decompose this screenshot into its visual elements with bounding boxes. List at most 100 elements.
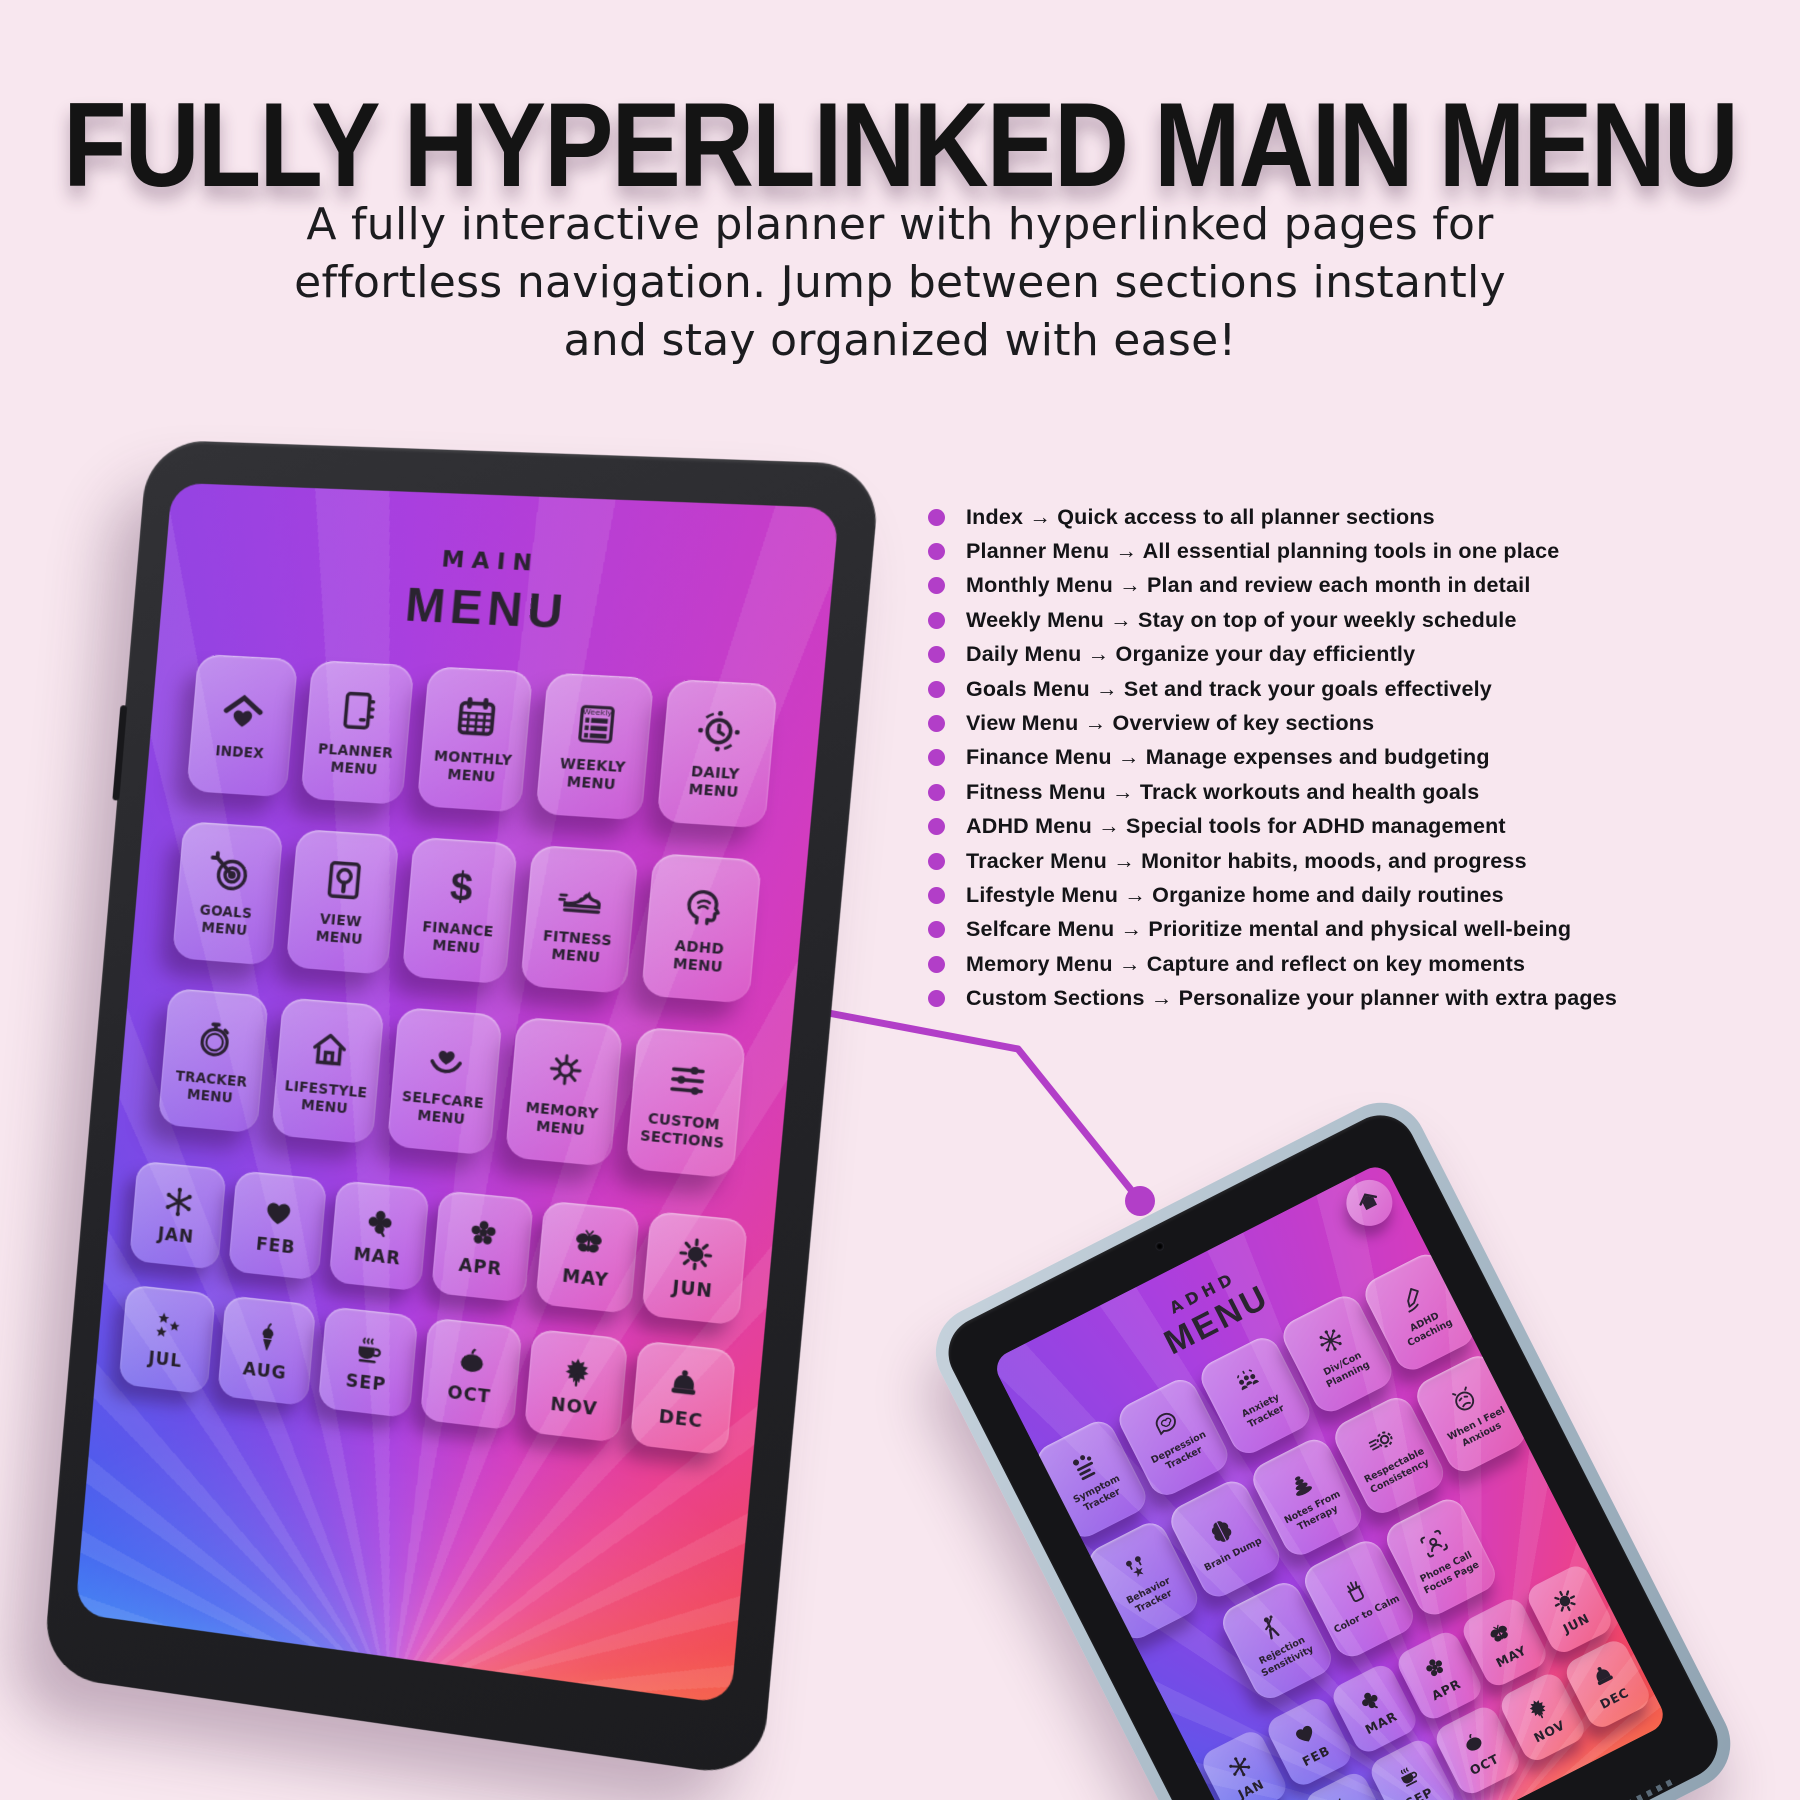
button-label: APR [457, 1254, 504, 1280]
pumpkin-icon [453, 1340, 491, 1379]
adhd-menu-screen: ADHD MENU Symptom Tracker Depression Trac… [990, 1161, 1669, 1800]
bullet-dot [928, 749, 945, 767]
menu-button-planner-menu[interactable]: PLANNER MENU [300, 659, 415, 805]
feature-text: Weekly Menu → Stay on top of your weekly… [966, 607, 1517, 632]
svg-text:Weekly: Weekly [582, 706, 613, 717]
button-label: SELFCARE MENU [401, 1088, 485, 1128]
home-icon [1352, 1185, 1386, 1221]
menu-button-weekly-menu[interactable]: Weekly WEEKLY MENU [535, 672, 655, 821]
button-label: NOV [549, 1393, 599, 1420]
menu-button-color-to-calm[interactable]: Color to Calm [1298, 1535, 1420, 1663]
button-label: JUL [147, 1347, 183, 1372]
button-label: JUN [671, 1276, 714, 1303]
feature-item-memory-menu: Memory Menu → Capture and reflect on key… [928, 947, 1617, 981]
menu-button-jun[interactable]: JUN [641, 1210, 749, 1326]
menu-button-oct[interactable]: OCT [1431, 1702, 1524, 1799]
coaching-hand-icon [1392, 1279, 1432, 1319]
menu-button-may[interactable]: MAY [535, 1200, 641, 1314]
menu-button-behavior-tracker[interactable]: Behavior Tracker [1083, 1517, 1204, 1645]
menu-button-fitness-menu[interactable]: FITNESS MENU [520, 844, 639, 994]
menu-button-daily-menu[interactable]: DAILY MENU [656, 678, 778, 829]
volume-button[interactable] [112, 705, 128, 801]
menu-button-sep[interactable]: SEP [317, 1306, 419, 1419]
button-label: LIFESTYLE MENU [284, 1077, 369, 1117]
menu-button-mar[interactable]: MAR [328, 1180, 430, 1292]
menu-button-finance-menu[interactable]: $ FINANCE MENU [401, 836, 518, 985]
menu-button-lifestyle-menu[interactable]: LIFESTYLE MENU [271, 997, 385, 1145]
menu-button-when-i-feel-anxious[interactable]: When I Feel Anxious [1411, 1350, 1532, 1478]
weekly-list-icon: Weekly [570, 699, 623, 750]
feature-text: Custom Sections → Personalize your plann… [966, 986, 1617, 1011]
menu-button-depression-tracker[interactable]: Depression Tracker [1113, 1373, 1234, 1502]
menu-button-memory-menu[interactable]: MEMORY MENU [504, 1016, 624, 1167]
home-button[interactable] [1338, 1171, 1401, 1234]
menu-button-custom-sections[interactable]: CUSTOM SECTIONS [625, 1026, 747, 1179]
menu-button-sep[interactable]: SEP [1366, 1735, 1459, 1800]
coffee-icon [350, 1329, 388, 1368]
menu-button-feb[interactable]: FEB [227, 1170, 328, 1281]
menu-button-div-con-planning[interactable]: Div/Con Planning [1277, 1290, 1398, 1418]
menu-button-nov[interactable]: NOV [1496, 1669, 1589, 1766]
winter-hat-icon [1586, 1659, 1620, 1693]
menu-button-feb[interactable]: FEB [1262, 1694, 1356, 1791]
button-label: PLANNER MENU [317, 740, 394, 779]
menu-button-jan[interactable]: JAN [1197, 1727, 1291, 1800]
menu-button-oct[interactable]: OCT [419, 1317, 523, 1431]
button-label: TRACKER MENU [174, 1067, 249, 1107]
menu-button-aug[interactable]: AUG [217, 1295, 317, 1407]
bullet-dot [928, 508, 945, 526]
button-label: FEB [255, 1233, 297, 1259]
feature-text: View Menu → Overview of key sections [966, 711, 1375, 736]
menu-button-selfcare-menu[interactable]: SELFCARE MENU [386, 1006, 503, 1156]
button-label: MAR [352, 1243, 402, 1270]
feature-text: ADHD Menu → Special tools for ADHD manag… [966, 814, 1506, 839]
menu-button-goals-menu[interactable]: GOALS MENU [171, 821, 284, 966]
feature-text: Lifestyle Menu → Organize home and daily… [966, 882, 1504, 907]
menu-button-rejection-sensitivity[interactable]: Rejection Sensitivity [1216, 1576, 1338, 1705]
menu-button-symptom-tracker[interactable]: Symptom Tracker [1031, 1415, 1152, 1543]
anxiety-tracker-icon [1229, 1362, 1269, 1402]
clover-icon [1353, 1683, 1387, 1717]
menu-button-dec[interactable]: DEC [629, 1340, 737, 1456]
menu-button-jan[interactable]: JAN [129, 1160, 227, 1270]
menu-button-view-menu[interactable]: VIEW MENU [285, 828, 400, 975]
menu-button-apr[interactable]: APR [1392, 1627, 1486, 1724]
page-subtitle: A fully interactive planner with hyperli… [0, 196, 1800, 370]
behavior-tracker-icon [1116, 1547, 1156, 1587]
bullet-dot [928, 818, 945, 836]
feature-text: Index → Quick access to all planner sect… [966, 504, 1435, 529]
menu-button-adhd-coaching[interactable]: ADHD Coaching [1359, 1248, 1480, 1376]
feature-text: Planner Menu → All essential planning to… [966, 539, 1560, 564]
menu-button-adhd-menu[interactable]: ADHD MENU [640, 852, 763, 1004]
menu-button-notes-from-therapy[interactable]: Notes From Therapy [1247, 1433, 1368, 1561]
bullet-dot [928, 543, 945, 561]
menu-button-jul[interactable]: JUL [118, 1284, 216, 1395]
phone-focus-icon [1414, 1524, 1454, 1564]
menu-button-monthly-menu[interactable]: MONTHLY MENU [416, 666, 534, 813]
sun-icon [676, 1234, 716, 1273]
main-months-grid: JAN FEB MAR APR MAY JUN JUL AUG SEP OCT NOV DEC [118, 1160, 749, 1456]
menu-button-anxiety-tracker[interactable]: Anxiety Tracker [1195, 1332, 1316, 1460]
menu-button-respectable-consistency[interactable]: Respectable Consistency [1329, 1391, 1450, 1520]
menu-button-nov[interactable]: NOV [523, 1328, 629, 1444]
bullet-dot [928, 783, 945, 801]
menu-button-index[interactable]: INDEX [186, 653, 299, 798]
menu-button-tracker-menu[interactable]: TRACKER MENU [157, 987, 269, 1134]
magnifier-icon [319, 855, 370, 905]
snowflake-icon [161, 1183, 198, 1220]
menu-button-brain-dump[interactable]: Brain Dump [1165, 1475, 1286, 1603]
menu-button-jun[interactable]: JUN [1523, 1561, 1616, 1658]
bullet-dot [928, 577, 945, 595]
button-label: VIEW MENU [315, 910, 364, 948]
menu-button-aug[interactable]: AUG [1301, 1768, 1394, 1800]
menu-button-phone-call-focus-page[interactable]: Phone Call Focus Page [1380, 1493, 1502, 1621]
menu-button-dec[interactable]: DEC [1561, 1636, 1654, 1733]
feature-text: Selfcare Menu → Prioritize mental and ph… [966, 917, 1572, 942]
clock-icon [692, 705, 746, 756]
menu-button-may[interactable]: MAY [1457, 1594, 1551, 1691]
stopwatch-icon [190, 1014, 240, 1064]
bullet-dot [928, 886, 945, 904]
button-label: ADHD MENU [672, 937, 725, 976]
menu-button-apr[interactable]: APR [430, 1190, 534, 1303]
menu-button-mar[interactable]: MAR [1327, 1660, 1421, 1757]
